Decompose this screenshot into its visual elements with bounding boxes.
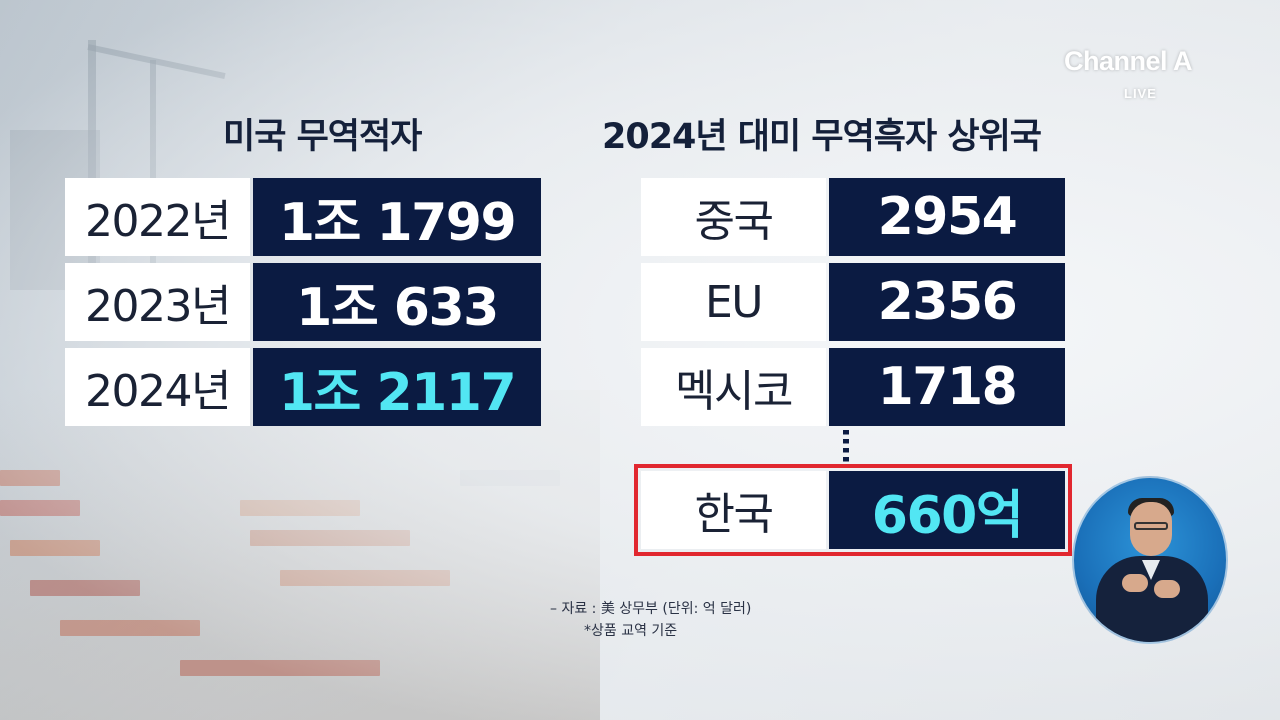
deficit-value: 1조 633 bbox=[253, 263, 541, 341]
surplus-value: 2954 bbox=[829, 178, 1065, 256]
top-surplus-countries-title: 2024년 대미 무역흑자 상위국 bbox=[602, 117, 1042, 157]
us-trade-deficit-title: 미국 무역적자 bbox=[223, 117, 422, 157]
year-label: 2022년 bbox=[65, 178, 250, 256]
country-label: EU bbox=[641, 263, 826, 341]
interpreter-hand bbox=[1154, 580, 1180, 598]
deficit-row: 2024년 1조 2117 bbox=[65, 348, 541, 426]
live-badge: LIVE bbox=[1124, 86, 1157, 101]
surplus-row: 중국 2954 bbox=[641, 178, 1065, 256]
deficit-row: 2023년 1조 633 bbox=[65, 263, 541, 341]
brand-name: Channel A bbox=[1064, 46, 1193, 76]
source-line: – 자료 : 美 상무부 (단위: 억 달러) bbox=[550, 601, 752, 617]
country-label: 중국 bbox=[641, 178, 826, 256]
source-notes: – 자료 : 美 상무부 (단위: 억 달러) *상품 교역 기준 bbox=[550, 598, 820, 642]
interpreter-glasses bbox=[1134, 522, 1168, 530]
sign-language-interpreter bbox=[1072, 476, 1228, 644]
surplus-value: 1718 bbox=[829, 348, 1065, 426]
deficit-row: 2022년 1조 1799 bbox=[65, 178, 541, 256]
interpreter-hand bbox=[1122, 574, 1148, 592]
surplus-row: EU 2356 bbox=[641, 263, 1065, 341]
ellipsis-dots bbox=[843, 430, 849, 464]
year-label: 2024년 bbox=[65, 348, 250, 426]
korea-row: 한국 660억 bbox=[641, 471, 1065, 549]
country-label: 멕시코 bbox=[641, 348, 826, 426]
korea-highlight-box: 한국 660억 bbox=[634, 464, 1072, 556]
deficit-value: 1조 1799 bbox=[253, 178, 541, 256]
year-label: 2023년 bbox=[65, 263, 250, 341]
surplus-row: 멕시코 1718 bbox=[641, 348, 1065, 426]
korea-surplus-value: 660억 bbox=[829, 471, 1065, 549]
channel-logo: Channel A LIVE bbox=[1064, 46, 1234, 106]
deficit-value-highlight: 1조 2117 bbox=[253, 348, 541, 426]
country-label-korea: 한국 bbox=[641, 471, 826, 549]
basis-note: *상품 교역 기준 bbox=[584, 623, 678, 639]
surplus-value: 2356 bbox=[829, 263, 1065, 341]
